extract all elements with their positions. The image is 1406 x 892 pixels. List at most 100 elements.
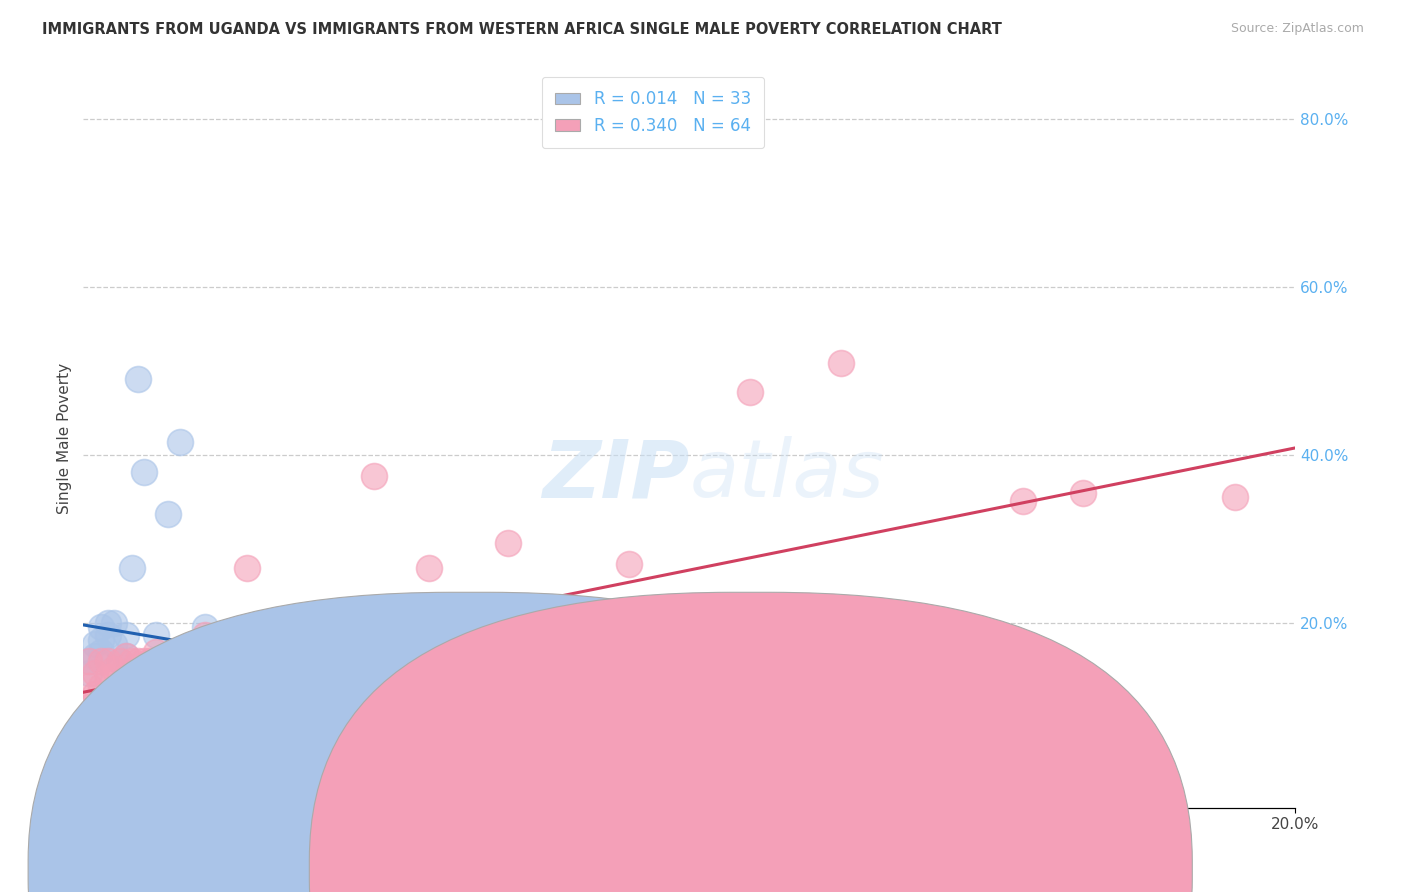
Point — [418, 561, 440, 575]
Point — [79, 679, 101, 693]
Point — [1223, 490, 1246, 504]
Point — [114, 683, 136, 698]
Point — [132, 696, 155, 710]
Text: IMMIGRANTS FROM UGANDA VS IMMIGRANTS FROM WESTERN AFRICA SINGLE MALE POVERTY COR: IMMIGRANTS FROM UGANDA VS IMMIGRANTS FRO… — [42, 22, 1002, 37]
Point — [108, 679, 131, 693]
Point — [84, 687, 107, 701]
Point — [254, 637, 277, 651]
Point — [96, 704, 118, 718]
Point — [103, 687, 125, 701]
Text: Source: ZipAtlas.com: Source: ZipAtlas.com — [1230, 22, 1364, 36]
Point — [465, 763, 488, 777]
Point — [96, 654, 118, 668]
Point — [121, 696, 143, 710]
Point — [284, 713, 307, 727]
Point — [108, 721, 131, 735]
Point — [121, 561, 143, 575]
Point — [297, 708, 319, 723]
Point — [169, 435, 191, 450]
Point — [103, 725, 125, 739]
Point — [588, 645, 610, 659]
Point — [84, 637, 107, 651]
Point — [496, 536, 519, 550]
Point — [387, 654, 409, 668]
Point — [90, 699, 112, 714]
Point — [96, 713, 118, 727]
Point — [363, 469, 385, 483]
Point — [157, 507, 180, 521]
Point — [127, 691, 149, 706]
Text: atlas: atlas — [689, 436, 884, 514]
Point — [108, 704, 131, 718]
Point — [588, 742, 610, 756]
Point — [108, 654, 131, 668]
Point — [103, 615, 125, 630]
Point — [193, 620, 215, 634]
Point — [90, 721, 112, 735]
Point — [114, 671, 136, 685]
Point — [103, 729, 125, 743]
Point — [236, 561, 259, 575]
Point — [96, 671, 118, 685]
Point — [890, 645, 912, 659]
Point — [114, 628, 136, 642]
Point — [1073, 485, 1095, 500]
Point — [132, 654, 155, 668]
Point — [224, 645, 246, 659]
Point — [90, 620, 112, 634]
Point — [333, 679, 356, 693]
Point — [127, 654, 149, 668]
Point — [96, 628, 118, 642]
Point — [84, 708, 107, 723]
Point — [315, 696, 337, 710]
Point — [132, 465, 155, 479]
Point — [157, 654, 180, 668]
Point — [738, 384, 761, 399]
Point — [96, 691, 118, 706]
Point — [121, 654, 143, 668]
Point — [114, 649, 136, 664]
Point — [187, 704, 209, 718]
Point — [145, 645, 167, 659]
Text: Immigrants from Western Africa: Immigrants from Western Africa — [815, 861, 1060, 875]
Legend: R = 0.014   N = 33, R = 0.340   N = 64: R = 0.014 N = 33, R = 0.340 N = 64 — [541, 77, 763, 148]
Point — [527, 654, 550, 668]
Point — [103, 637, 125, 651]
Point — [127, 372, 149, 386]
Point — [436, 654, 458, 668]
Y-axis label: Single Male Poverty: Single Male Poverty — [58, 362, 72, 514]
Point — [950, 763, 973, 777]
Point — [90, 654, 112, 668]
Point — [84, 666, 107, 681]
Point — [169, 654, 191, 668]
Point — [79, 699, 101, 714]
Point — [193, 628, 215, 642]
Point — [181, 713, 204, 727]
Point — [90, 645, 112, 659]
Point — [79, 654, 101, 668]
Point — [465, 649, 488, 664]
Point — [84, 649, 107, 664]
Point — [108, 654, 131, 668]
Point — [96, 615, 118, 630]
Point — [114, 696, 136, 710]
Point — [150, 654, 173, 668]
Point — [114, 649, 136, 664]
Point — [90, 679, 112, 693]
Point — [96, 699, 118, 714]
Point — [678, 654, 700, 668]
Point — [79, 654, 101, 668]
Point — [284, 637, 307, 651]
Point — [617, 557, 640, 571]
Point — [103, 713, 125, 727]
Point — [205, 637, 228, 651]
Point — [830, 355, 852, 369]
Point — [224, 632, 246, 647]
Point — [1011, 494, 1033, 508]
Text: ZIP: ZIP — [541, 436, 689, 514]
Point — [145, 628, 167, 642]
Point — [254, 632, 277, 647]
Point — [266, 708, 288, 723]
Point — [79, 666, 101, 681]
Point — [103, 662, 125, 676]
